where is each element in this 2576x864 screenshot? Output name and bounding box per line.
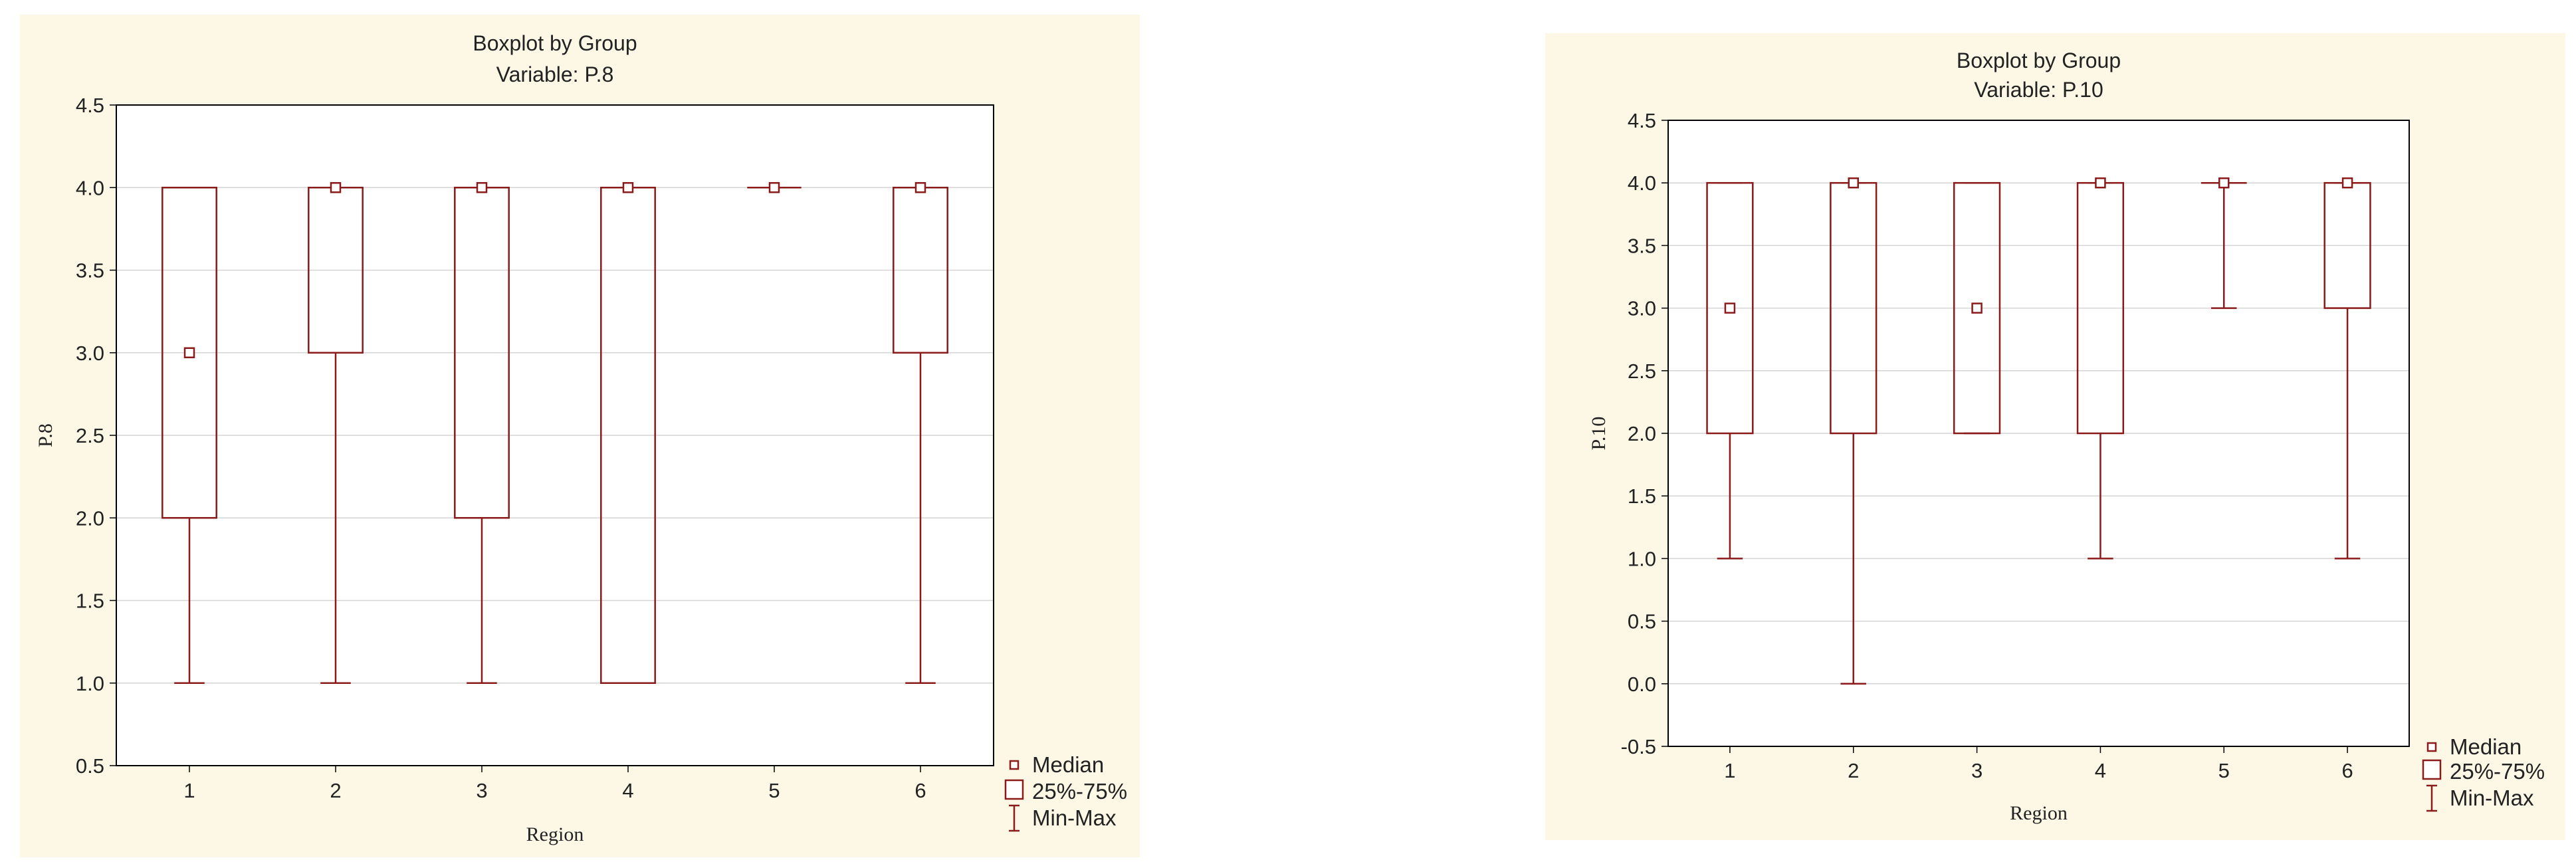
x-tick-label: 5 xyxy=(768,779,780,802)
boxplot-p10: Boxplot by Group Variable: P.10 -0.5 0.0 0.5… xyxy=(1588,49,2545,824)
y-tick-label: 0.5 xyxy=(76,754,104,778)
y-tick-label: 3.5 xyxy=(1628,234,1656,257)
y-axis-label: P.8 xyxy=(35,423,56,447)
x-tick-label: 6 xyxy=(2341,759,2353,782)
legend-label: Median xyxy=(2450,734,2522,759)
x-tick-label: 1 xyxy=(183,779,195,802)
chart-panel-p10: Boxplot by Group Variable: P.10 -0.5 0.0 0.5… xyxy=(1545,33,2565,840)
y-tick-label: 3.5 xyxy=(76,259,104,282)
box-group-region-2 xyxy=(1830,177,1878,685)
chart-title: Boxplot by Group xyxy=(473,31,637,55)
x-axis-label: Region xyxy=(526,823,584,845)
y-tick-label: 4.0 xyxy=(1628,171,1656,195)
x-tick-label: 4 xyxy=(2095,759,2106,782)
boxplot-p8: Boxplot by Group Variable: P.8 0.5 1.0 1.5 2.… xyxy=(35,31,1127,845)
x-tick-label: 2 xyxy=(330,779,341,802)
y-tick-label: -0.5 xyxy=(1621,735,1656,758)
box-group-region-3 xyxy=(454,182,510,684)
box-group-region-2 xyxy=(308,182,364,684)
legend-label: Median xyxy=(1032,752,1104,777)
box-group-region-1 xyxy=(1706,181,1754,560)
legend-label: Min-Max xyxy=(2450,786,2534,810)
y-tick-label: 2.0 xyxy=(76,506,104,530)
box-group-region-1 xyxy=(161,187,217,684)
box-group-region-4 xyxy=(600,182,656,684)
median-marker xyxy=(622,182,634,193)
legend-box-icon xyxy=(1004,779,1024,800)
box-group-region-6 xyxy=(893,182,948,684)
median-marker xyxy=(2218,177,2230,189)
plot-frame xyxy=(116,104,994,766)
box-group-region-3 xyxy=(1953,181,2001,435)
median-marker xyxy=(768,182,780,193)
box-group-region-4 xyxy=(2076,177,2125,560)
x-tick-label: 6 xyxy=(914,779,926,802)
y-tick-label: 4.5 xyxy=(1628,109,1656,132)
legend-median-icon xyxy=(1009,760,1020,770)
median-marker xyxy=(1848,177,1859,189)
iqr-box xyxy=(161,187,217,519)
y-tick-label: 0.0 xyxy=(1628,673,1656,696)
x-tick-label: 4 xyxy=(622,779,633,802)
median-marker xyxy=(2095,177,2106,189)
x-tick-label: 1 xyxy=(1724,759,1735,782)
chart-title: Boxplot by Group xyxy=(1957,49,2121,72)
legend-label: 25%-75% xyxy=(2450,759,2545,784)
median-marker xyxy=(476,182,488,193)
chart-subtitle: Variable: P.10 xyxy=(1974,78,2103,102)
y-tick-label: 3.0 xyxy=(76,342,104,365)
x-tick-label: 3 xyxy=(1971,759,1983,782)
y-tick-label: 1.5 xyxy=(76,590,104,613)
y-tick-label: 1.0 xyxy=(76,672,104,695)
x-tick-label: 5 xyxy=(2218,759,2230,782)
median-marker xyxy=(1971,302,1983,314)
plot-frame xyxy=(1667,120,2410,747)
chart-panel-p8: Boxplot by Group Variable: P.8 0.5 1.0 1.5 2.… xyxy=(20,15,1140,857)
y-axis-label: P.10 xyxy=(1588,417,1610,451)
iqr-box xyxy=(1706,181,1754,435)
y-tick-label: 4.0 xyxy=(76,176,104,199)
box-group-region-5 xyxy=(747,182,802,193)
box-group-region-5 xyxy=(2200,177,2247,309)
x-tick-label: 2 xyxy=(1848,759,1859,782)
legend-box-icon xyxy=(2422,759,2442,780)
y-tick-label: 2.0 xyxy=(1628,422,1656,445)
x-tick-label: 3 xyxy=(476,779,487,802)
y-tick-label: 2.5 xyxy=(76,424,104,447)
y-tick-label: 1.5 xyxy=(1628,485,1656,508)
y-tick-label: 2.5 xyxy=(1628,360,1656,383)
legend-label: 25%-75% xyxy=(1032,779,1127,804)
median-marker xyxy=(183,347,195,358)
y-tick-label: 4.5 xyxy=(76,94,104,117)
legend-median-icon xyxy=(2426,742,2437,752)
median-marker xyxy=(914,182,926,193)
median-marker xyxy=(330,182,342,193)
chart-subtitle: Variable: P.8 xyxy=(496,62,614,86)
median-marker xyxy=(1724,302,1736,314)
y-tick-label: 0.5 xyxy=(1628,610,1656,633)
iqr-box xyxy=(1953,181,2001,435)
x-axis-label: Region xyxy=(2010,802,2068,824)
legend-label: Min-Max xyxy=(1032,806,1117,830)
box-group-region-6 xyxy=(2323,177,2371,560)
y-tick-label: 3.0 xyxy=(1628,297,1656,320)
y-tick-label: 1.0 xyxy=(1628,547,1656,570)
median-marker xyxy=(2341,177,2353,189)
